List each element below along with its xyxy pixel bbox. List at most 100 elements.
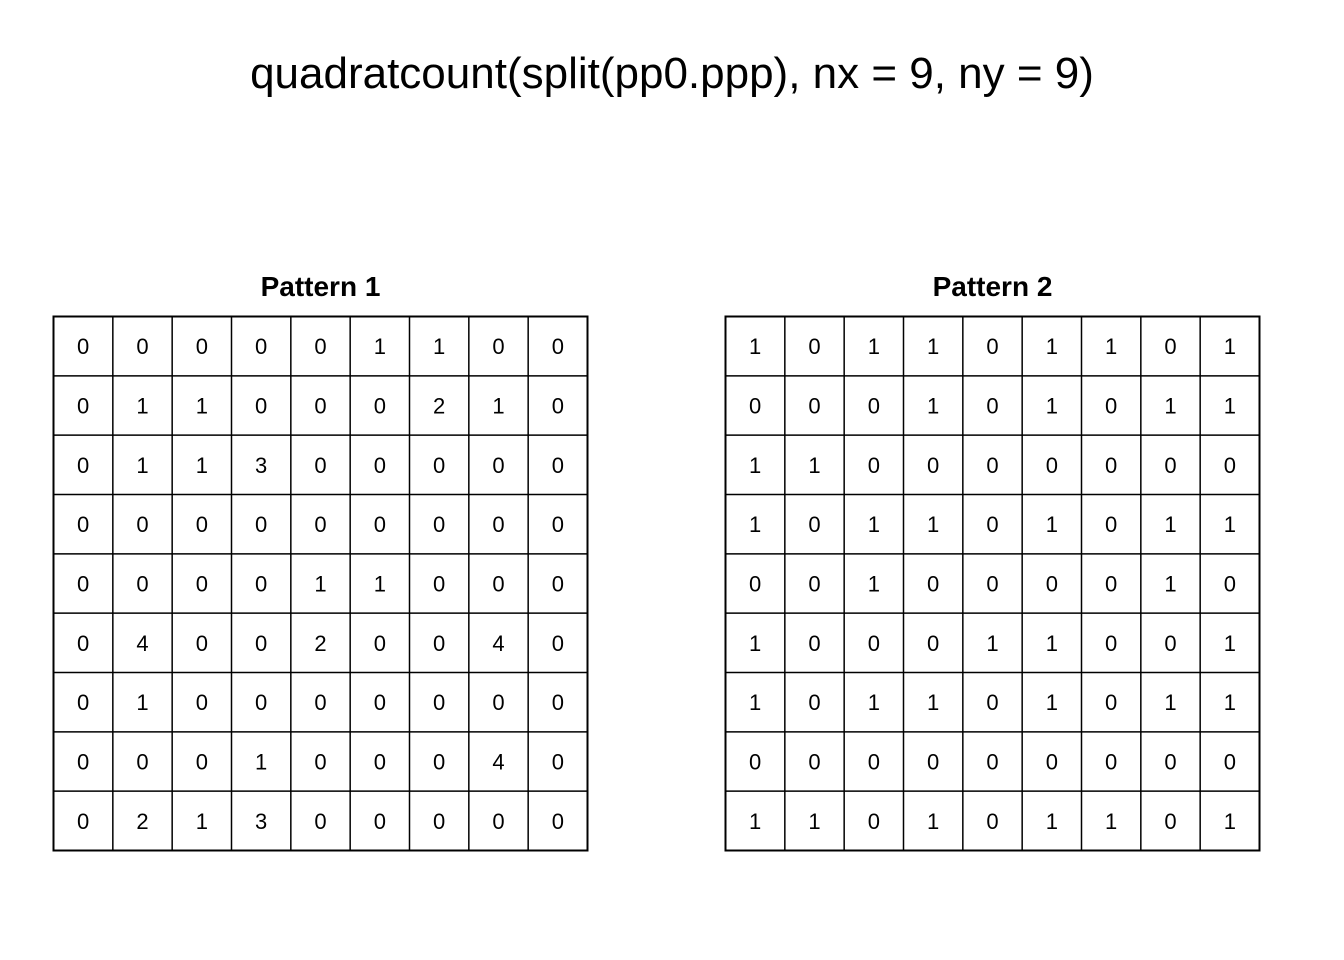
pattern-2-quadrat-count: 1 xyxy=(1164,572,1176,597)
pattern-1-quadrat-count: 2 xyxy=(433,394,445,419)
pattern-1-quadrat-count: 0 xyxy=(77,750,89,775)
pattern-1-quadrat-count: 0 xyxy=(552,572,564,597)
pattern-1-quadrat-count: 0 xyxy=(196,572,208,597)
pattern-1-quadrat-count: 0 xyxy=(492,512,504,537)
pattern-1-quadrat-count: 0 xyxy=(552,631,564,656)
pattern-2-quadrat-count: 1 xyxy=(868,690,880,715)
pattern-1-quadrat-count: 0 xyxy=(255,572,267,597)
pattern-2-quadrat-count: 1 xyxy=(1046,512,1058,537)
pattern-1-quadrat-count: 0 xyxy=(433,631,445,656)
pattern-1-quadrat-count: 1 xyxy=(136,453,148,478)
pattern-2-quadrat-count: 0 xyxy=(868,394,880,419)
pattern-2-quadrat-count: 0 xyxy=(1224,750,1236,775)
pattern-2-quadrat-count: 0 xyxy=(1164,334,1176,359)
pattern-1-quadrat-count: 0 xyxy=(77,334,89,359)
pattern-1-quadrat-count: 1 xyxy=(374,334,386,359)
pattern-2-quadrat-count: 1 xyxy=(927,690,939,715)
pattern-2-quadrat-count: 0 xyxy=(1105,572,1117,597)
pattern-2-quadrat-count: 0 xyxy=(1164,750,1176,775)
pattern-2-quadrat-count: 1 xyxy=(749,809,761,834)
pattern-1-quadrat-count: 0 xyxy=(552,453,564,478)
pattern-1-quadrat-count: 0 xyxy=(196,750,208,775)
pattern-1-quadrat-count: 4 xyxy=(492,631,504,656)
pattern-1-quadrat-count: 0 xyxy=(136,572,148,597)
pattern-1-quadrat-count: 0 xyxy=(433,690,445,715)
pattern-1-quadrat-count: 0 xyxy=(433,512,445,537)
pattern-2-quadrat-count: 0 xyxy=(986,809,998,834)
pattern-1-quadrat-count: 0 xyxy=(492,690,504,715)
pattern-2-quadrat-count: 1 xyxy=(1046,690,1058,715)
pattern-2-quadrat-count: 1 xyxy=(927,334,939,359)
pattern-2-quadrat-count: 1 xyxy=(749,690,761,715)
pattern-2-quadrat-count: 0 xyxy=(868,631,880,656)
pattern-1-quadrat-count: 1 xyxy=(136,394,148,419)
pattern-1-quadrat-count: 0 xyxy=(374,453,386,478)
pattern-1-quadrat-count: 0 xyxy=(77,690,89,715)
pattern-2-quadrat-count: 0 xyxy=(986,690,998,715)
pattern-1-quadrat-count: 0 xyxy=(314,453,326,478)
pattern-2-quadrat-count: 0 xyxy=(1046,453,1058,478)
pattern-2-quadrat-count: 0 xyxy=(808,512,820,537)
pattern-2-quadrat-count: 0 xyxy=(749,750,761,775)
pattern-1-quadrat-count: 0 xyxy=(255,631,267,656)
pattern-1-quadrat-count: 0 xyxy=(77,512,89,537)
pattern-1-quadrat-count: 2 xyxy=(136,809,148,834)
pattern-1-quadrat-count: 0 xyxy=(552,334,564,359)
pattern-2-quadrat-count: 1 xyxy=(1105,809,1117,834)
pattern-1-quadrat-count: 0 xyxy=(374,631,386,656)
pattern-1-quadrat-count: 0 xyxy=(374,394,386,419)
pattern-2-quadrat-count: 0 xyxy=(986,453,998,478)
pattern-1-quadrat-count: 1 xyxy=(196,394,208,419)
pattern-1-quadrat-count: 0 xyxy=(433,750,445,775)
pattern-1-quadrat-count: 1 xyxy=(196,809,208,834)
pattern-1-quadrat-count: 0 xyxy=(552,690,564,715)
pattern-2-quadrat-count: 0 xyxy=(868,809,880,834)
pattern-2-quadrat-count: 0 xyxy=(868,750,880,775)
pattern-2-quadrat-count: 1 xyxy=(749,631,761,656)
pattern-2-quadrat-count: 1 xyxy=(1224,512,1236,537)
pattern-2-quadrat-count: 1 xyxy=(1164,690,1176,715)
pattern-2-title: Pattern 2 xyxy=(932,271,1053,302)
pattern-2-quadrat-count: 1 xyxy=(868,334,880,359)
pattern-2-quadrat-count: 1 xyxy=(1224,809,1236,834)
pattern-2-quadrat-count: 1 xyxy=(1164,512,1176,537)
pattern-1-quadrat-count: 0 xyxy=(433,809,445,834)
pattern-1-quadrat-grid: 0 0 0 0 0 1 1 0 0 0 1 1 0 0 0 2 1 0 0 1 1 3 0 0 0 0 0 0 0 0 0 0 0 0 0 0 0 0 0 0… xyxy=(52,315,589,852)
pattern-2-quadrat-count: 0 xyxy=(927,453,939,478)
pattern-2-quadrat-count: 1 xyxy=(1046,334,1058,359)
pattern-1-quadrat-count: 0 xyxy=(374,690,386,715)
pattern-1-quadrat-count: 0 xyxy=(196,690,208,715)
pattern-1-quadrat-count: 0 xyxy=(255,394,267,419)
pattern-2-quadrat-count: 0 xyxy=(927,750,939,775)
pattern-1-quadrat-count: 0 xyxy=(77,453,89,478)
pattern-1-quadrat-count: 4 xyxy=(136,631,148,656)
pattern-2-quadrat-count: 0 xyxy=(808,572,820,597)
pattern-2-quadrat-count: 0 xyxy=(1105,512,1117,537)
pattern-2-quadrat-count: 1 xyxy=(1224,690,1236,715)
pattern-2-quadrat-count: 0 xyxy=(808,631,820,656)
pattern-1-quadrat-count: 0 xyxy=(77,631,89,656)
pattern-1-quadrat-count: 1 xyxy=(374,572,386,597)
pattern-2-quadrat-count: 0 xyxy=(1224,453,1236,478)
pattern-1-quadrat-count: 0 xyxy=(433,453,445,478)
pattern-2-quadrat-count: 1 xyxy=(868,512,880,537)
pattern-2-quadrat-count: 1 xyxy=(749,512,761,537)
pattern-1-quadrat-count: 1 xyxy=(196,453,208,478)
chart-title: quadratcount(split(pp0.ppp), nx = 9, ny … xyxy=(250,49,1094,98)
pattern-2-quadrat-count: 1 xyxy=(1224,631,1236,656)
pattern-2-quadrat-count: 0 xyxy=(1224,572,1236,597)
pattern-1-quadrat-count: 0 xyxy=(374,809,386,834)
pattern-2-quadrat-count: 1 xyxy=(808,809,820,834)
pattern-2-quadrat-count: 1 xyxy=(808,453,820,478)
pattern-2-quadrat-count: 1 xyxy=(1046,809,1058,834)
pattern-2-quadrat-count: 0 xyxy=(749,572,761,597)
pattern-2-quadrat-count: 0 xyxy=(1105,453,1117,478)
pattern-1-quadrat-count: 0 xyxy=(314,809,326,834)
pattern-2-quadrat-count: 0 xyxy=(1164,631,1176,656)
pattern-1-quadrat-count: 0 xyxy=(492,572,504,597)
pattern-1-quadrat-count: 1 xyxy=(255,750,267,775)
pattern-2-quadrat-count: 1 xyxy=(986,631,998,656)
pattern-1-title: Pattern 1 xyxy=(260,271,381,302)
pattern-1-quadrat-count: 1 xyxy=(433,334,445,359)
pattern-1-quadrat-count: 0 xyxy=(77,809,89,834)
